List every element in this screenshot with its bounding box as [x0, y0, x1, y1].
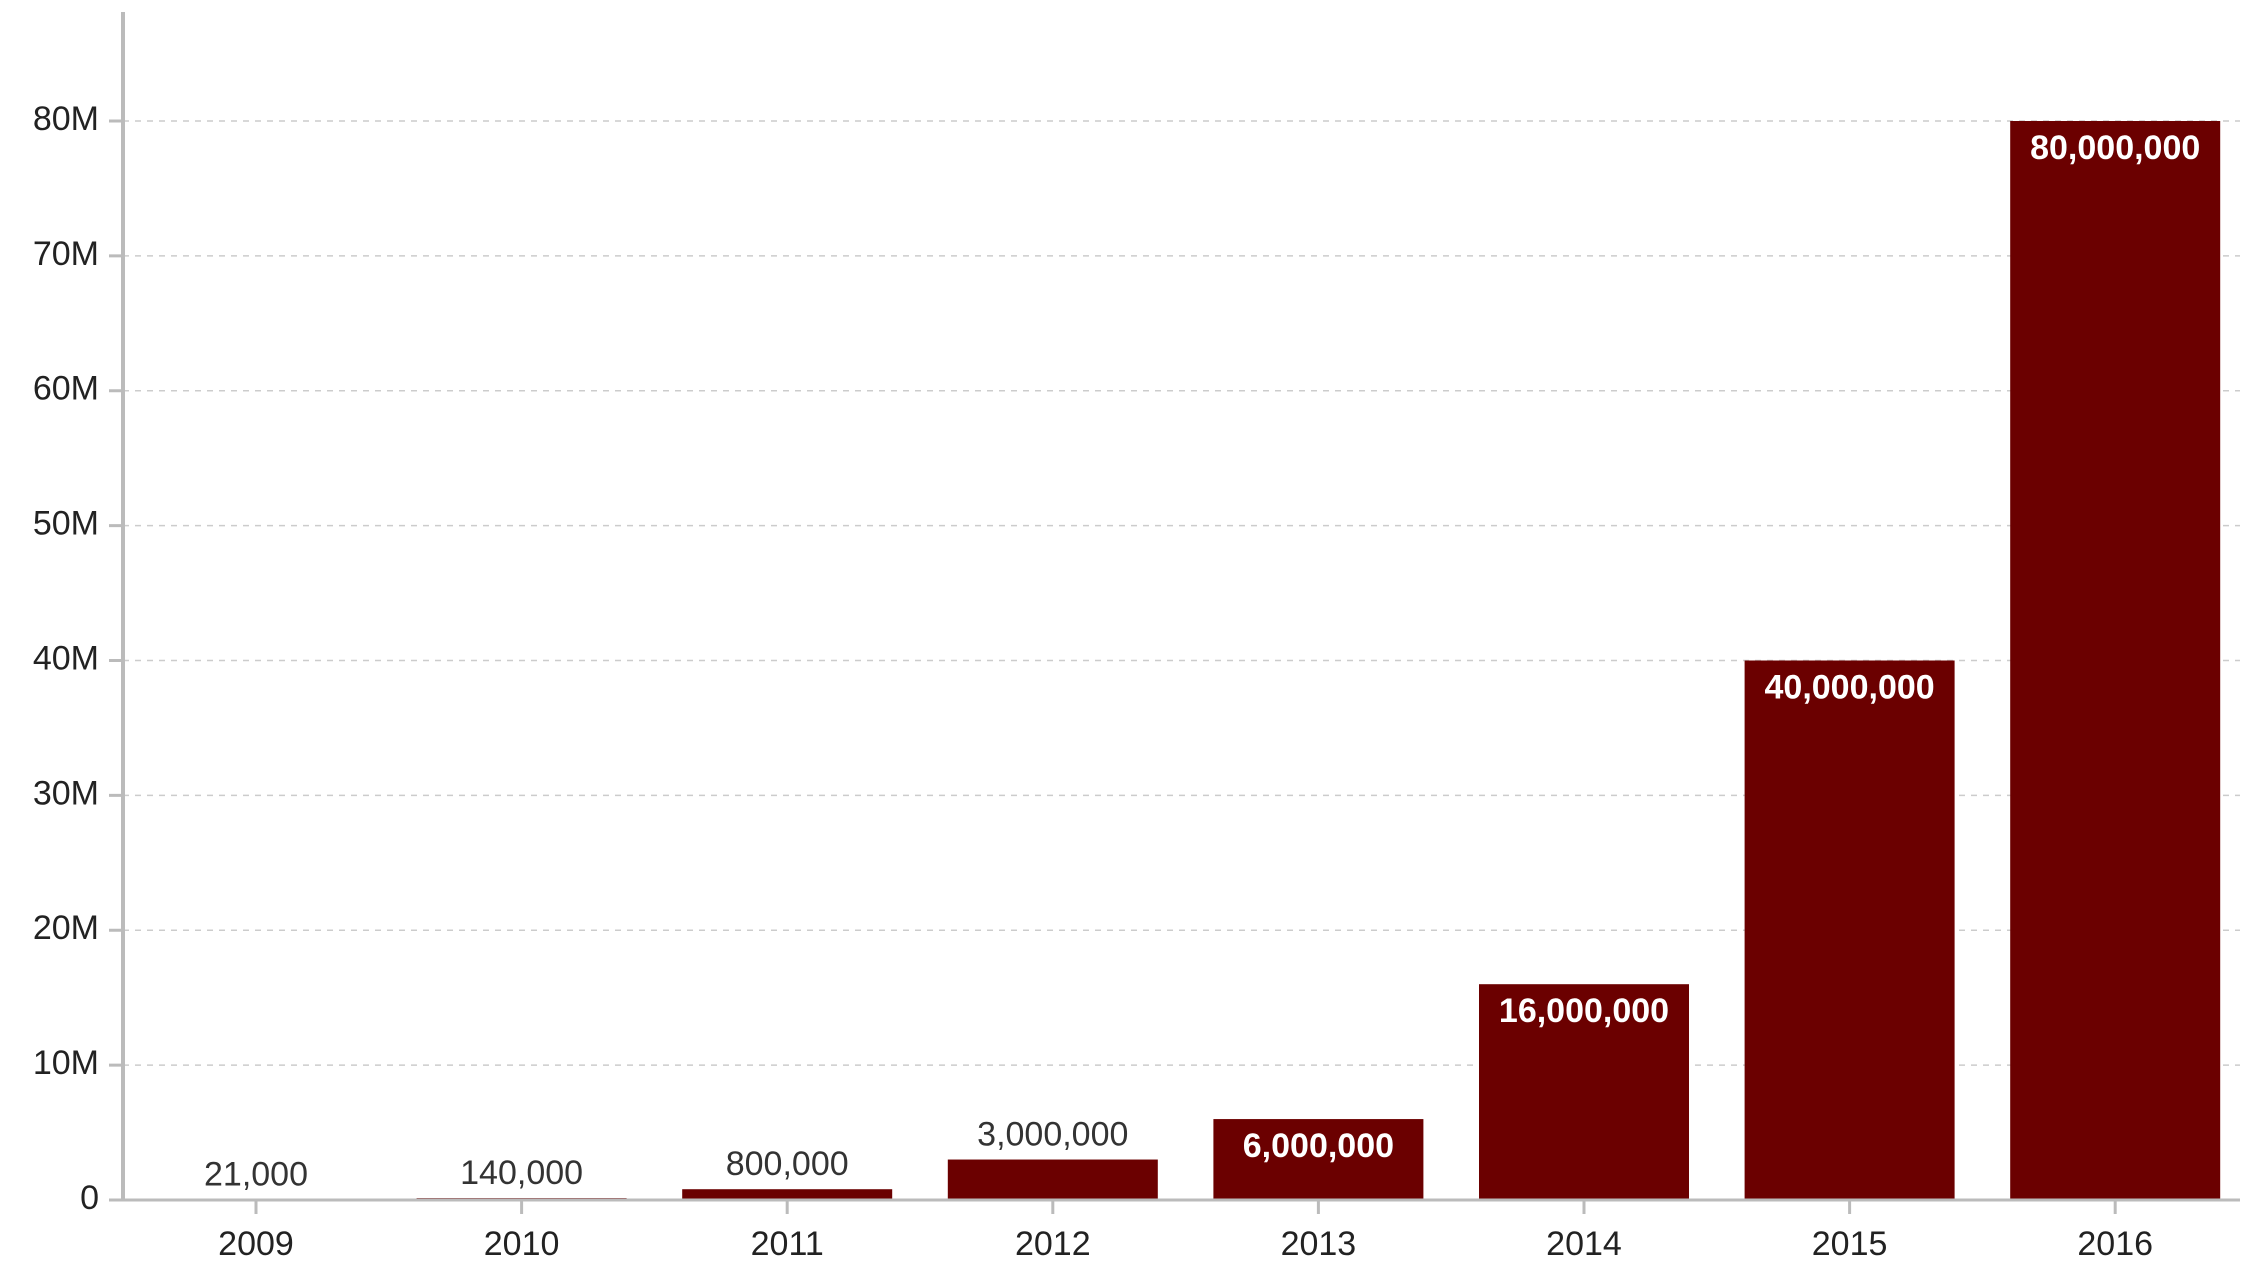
data-label: 3,000,000 — [977, 1116, 1128, 1154]
x-tick-label: 2010 — [484, 1225, 560, 1263]
bar-2012 — [947, 1159, 1158, 1200]
x-tick-label: 2015 — [1812, 1225, 1888, 1263]
data-label: 80,000,000 — [2030, 129, 2200, 167]
data-label: 140,000 — [460, 1154, 583, 1192]
x-tick-label: 2016 — [2077, 1225, 2153, 1263]
gridlines — [123, 120, 2240, 1066]
y-tick-label: 10M — [33, 1044, 99, 1082]
data-label: 16,000,000 — [1499, 992, 1669, 1030]
y-tick-label: 30M — [33, 774, 99, 812]
x-tick-label: 2014 — [1546, 1225, 1622, 1263]
data-label: 6,000,000 — [1243, 1127, 1394, 1165]
x-tick-label: 2013 — [1281, 1225, 1357, 1263]
bar-2016 — [2010, 121, 2221, 1200]
y-tick-label: 50M — [33, 505, 99, 543]
data-label: 21,000 — [204, 1156, 308, 1194]
y-tick-label: 40M — [33, 639, 99, 677]
axes — [109, 12, 2240, 1214]
x-tick-label: 2009 — [218, 1225, 294, 1263]
x-tick-label: 2011 — [751, 1225, 824, 1263]
bar-2014 — [1479, 984, 1689, 1200]
labels: 0 10M 20M 30M 40M 50M 60M 70M 80M 2009 2010 2011 201… — [33, 100, 2200, 1263]
x-tick-label: 2012 — [1015, 1225, 1091, 1263]
bar-2011 — [682, 1189, 893, 1200]
data-label: 40,000,000 — [1765, 669, 1935, 707]
y-tick-label: 80M — [33, 100, 99, 138]
y-tick-label: 20M — [33, 909, 99, 947]
bar-2015 — [1744, 660, 1955, 1200]
y-tick-label: 0 — [80, 1179, 99, 1217]
y-tick-label: 70M — [33, 235, 99, 273]
data-label: 800,000 — [726, 1145, 849, 1183]
y-tick-label: 60M — [33, 370, 99, 408]
bars — [151, 121, 2221, 1200]
bar-2013 — [1213, 1119, 1424, 1200]
